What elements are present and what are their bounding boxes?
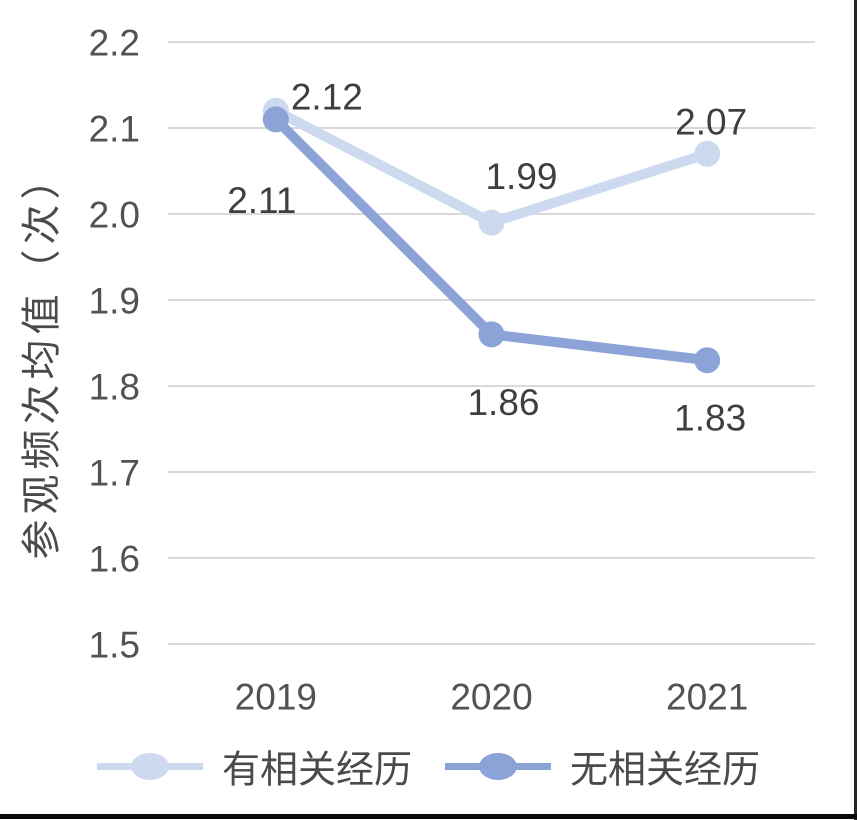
y-tick-label: 1.7 <box>89 453 140 494</box>
table-cell-border-bottom <box>0 814 857 819</box>
legend-line-marker-icon <box>445 752 551 780</box>
data-point-marker[interactable] <box>694 140 721 167</box>
data-point-marker[interactable] <box>262 106 289 133</box>
y-tick-label: 1.8 <box>89 367 140 408</box>
y-axis-title: 参观频次均值（次） <box>20 154 64 560</box>
data-label: 1.86 <box>467 382 539 423</box>
x-tick-label: 2019 <box>235 677 317 718</box>
legend-item-series-1[interactable]: 无相关经历 <box>445 739 760 794</box>
data-label: 2.11 <box>227 180 296 221</box>
x-tick-label: 2021 <box>666 677 748 718</box>
y-tick-label: 2.1 <box>89 109 140 150</box>
y-tick-label: 2.2 <box>89 23 140 64</box>
legend-item-series-0[interactable]: 有相关经历 <box>96 739 412 794</box>
legend-line-marker-icon <box>96 752 203 780</box>
x-tick-label: 2020 <box>450 677 532 718</box>
data-point-marker[interactable] <box>478 209 505 236</box>
data-label: 2.07 <box>675 101 747 142</box>
legend-label-series-1: 无相关经历 <box>570 749 761 792</box>
data-point-marker[interactable] <box>694 347 721 374</box>
legend-label-series-0: 有相关经历 <box>221 749 412 792</box>
y-tick-label: 2.0 <box>89 195 140 236</box>
data-label: 2.12 <box>291 76 363 117</box>
y-tick-label: 1.9 <box>89 281 140 322</box>
data-label: 1.99 <box>485 156 557 197</box>
data-point-marker[interactable] <box>478 321 505 348</box>
y-tick-label: 1.6 <box>89 539 140 580</box>
data-label: 1.83 <box>674 398 746 439</box>
y-tick-label: 1.5 <box>89 625 140 666</box>
table-cell-border-right <box>854 0 857 820</box>
legend: 有相关经历 无相关经历 <box>0 739 857 794</box>
